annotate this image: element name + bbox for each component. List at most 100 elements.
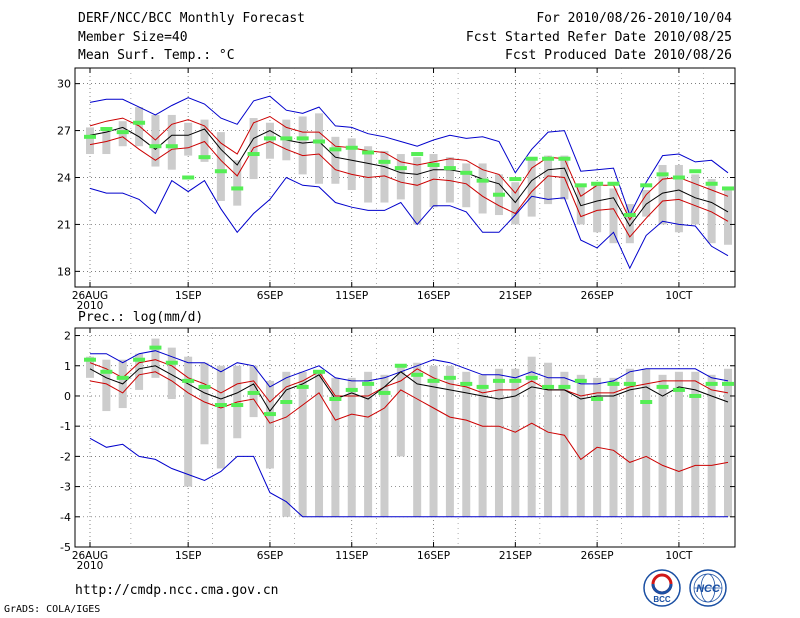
temperature-ytick-label: 30 bbox=[57, 78, 71, 91]
precipitation-box bbox=[102, 359, 111, 412]
precipitation-box bbox=[527, 356, 536, 517]
precipitation-clim-mark bbox=[672, 387, 685, 392]
precipitation-clim-mark bbox=[607, 381, 620, 386]
temperature-xtick-sublabel: 2010 bbox=[77, 300, 104, 312]
temperature-box bbox=[298, 116, 307, 175]
temperature-box bbox=[593, 182, 602, 233]
precipitation-clim-mark bbox=[149, 345, 162, 350]
temperature-box bbox=[724, 188, 732, 245]
temperature-clim-mark bbox=[149, 144, 162, 149]
precipitation-clim-mark bbox=[476, 384, 489, 389]
precipitation-box bbox=[691, 371, 700, 517]
precipitation-box bbox=[151, 338, 160, 378]
temperature-clim-mark bbox=[313, 139, 326, 144]
temperature-xtick-label: 26SEP bbox=[581, 290, 614, 302]
precipitation-box bbox=[544, 362, 553, 517]
precipitation-clim-mark bbox=[133, 357, 146, 362]
agency-logos: BCC NCC bbox=[643, 569, 727, 607]
precipitation-box bbox=[576, 374, 585, 517]
precipitation-ytick-label: -3 bbox=[60, 481, 71, 494]
precipitation-ytick-label: -5 bbox=[60, 541, 71, 554]
precipitation-ytick-label: -1 bbox=[60, 420, 71, 433]
precipitation-clim-mark bbox=[84, 357, 96, 362]
temperature-clim-mark bbox=[296, 136, 309, 141]
precipitation-clim-mark bbox=[411, 372, 424, 377]
grads-credit: GrADS: COLA/IGES bbox=[4, 604, 101, 615]
temperature-box bbox=[102, 127, 111, 155]
temperature-box bbox=[216, 132, 225, 201]
precipitation-box bbox=[298, 371, 307, 517]
precipitation-xtick-label: 10CT bbox=[665, 550, 693, 562]
temperature-clim-mark bbox=[525, 156, 538, 161]
temperature-clim-mark bbox=[591, 181, 604, 186]
temperature-clim-mark bbox=[362, 150, 375, 155]
temperature-clim-mark bbox=[574, 183, 587, 188]
precipitation-xtick-label: 16SEP bbox=[417, 550, 450, 562]
precipitation-clim-mark bbox=[640, 400, 653, 405]
temperature-ytick-label: 18 bbox=[57, 265, 71, 278]
forecast-period: For 2010/08/26-2010/10/04 bbox=[536, 11, 732, 26]
precipitation-clim-mark bbox=[394, 363, 407, 368]
precipitation-xtick-label: 6SEP bbox=[257, 550, 283, 562]
precipitation-clim-mark bbox=[378, 390, 391, 395]
precipitation-box bbox=[560, 371, 569, 517]
temperature-box bbox=[544, 155, 553, 205]
temperature-clim-mark bbox=[607, 181, 620, 186]
precipitation-clim-mark bbox=[182, 378, 195, 383]
temperature-clim-mark bbox=[231, 186, 244, 191]
temperature-clim-mark bbox=[263, 136, 276, 141]
precipitation-box bbox=[265, 380, 274, 469]
temperature-clim-mark bbox=[133, 120, 146, 125]
precipitation-clim-mark bbox=[345, 387, 358, 392]
precipitation-ytick-label: 0 bbox=[64, 390, 71, 403]
temperature-frame bbox=[74, 67, 736, 288]
precipitation-clim-mark bbox=[542, 384, 555, 389]
source-url[interactable]: http://cmdp.ncc.cma.gov.cn bbox=[75, 583, 279, 598]
precipitation-clim-mark bbox=[574, 378, 587, 383]
temperature-xtick-label: 21SEP bbox=[499, 290, 532, 302]
precipitation-clim-mark bbox=[231, 403, 244, 408]
precipitation-box bbox=[724, 368, 732, 517]
precipitation-max-line bbox=[90, 350, 729, 388]
temperature-mean-line bbox=[89, 126, 729, 227]
precipitation-clim-mark bbox=[705, 381, 718, 386]
temperature-clim-mark bbox=[640, 183, 653, 188]
precipitation-xtick-label: 21SEP bbox=[499, 550, 532, 562]
precipitation-clim-mark bbox=[165, 360, 178, 365]
precipitation-clim-mark bbox=[623, 381, 636, 386]
temperature-box bbox=[429, 154, 438, 208]
ncc-logo: NCC bbox=[689, 569, 727, 607]
temperature-box bbox=[707, 179, 716, 244]
temperature-clim-mark bbox=[689, 169, 702, 174]
temperature-ytick-label: 24 bbox=[57, 172, 71, 185]
temperature-box bbox=[658, 164, 667, 225]
precipitation-ytick-label: 1 bbox=[64, 360, 71, 373]
precipitation-clim-mark bbox=[591, 396, 604, 401]
precipitation-xtick-label: 11SEP bbox=[335, 550, 368, 562]
bcc-logo: BCC bbox=[643, 569, 681, 607]
temperature-clim-mark bbox=[116, 130, 129, 135]
precipitation-xtick-label: 1SEP bbox=[175, 550, 201, 562]
precipitation-clim-mark bbox=[722, 381, 734, 386]
precipitation-box bbox=[494, 368, 503, 517]
precipitation-clim-mark bbox=[100, 369, 113, 374]
temperature-clim-mark bbox=[558, 156, 571, 161]
temperature-xtick-label: 1SEP bbox=[175, 290, 201, 302]
precipitation-ytick-label: -4 bbox=[60, 511, 71, 524]
precipitation-clim-mark bbox=[558, 384, 571, 389]
precipitation-clim-mark bbox=[443, 375, 456, 380]
temperature-clim-mark bbox=[722, 186, 734, 191]
temperature-box bbox=[86, 127, 94, 155]
temperature-box bbox=[527, 160, 536, 217]
temperature-box bbox=[674, 164, 683, 233]
temperature-clim-mark bbox=[460, 170, 473, 175]
precipitation-clim-mark bbox=[263, 412, 276, 417]
precipitation-box bbox=[86, 356, 94, 378]
temperature-xtick-label: 11SEP bbox=[335, 290, 368, 302]
temperature-clim-mark bbox=[198, 155, 211, 160]
precipitation-clim-mark bbox=[116, 375, 129, 380]
precipitation-clim-mark bbox=[492, 378, 505, 383]
temperature-clim-mark bbox=[84, 134, 96, 139]
temperature-box bbox=[478, 163, 487, 214]
